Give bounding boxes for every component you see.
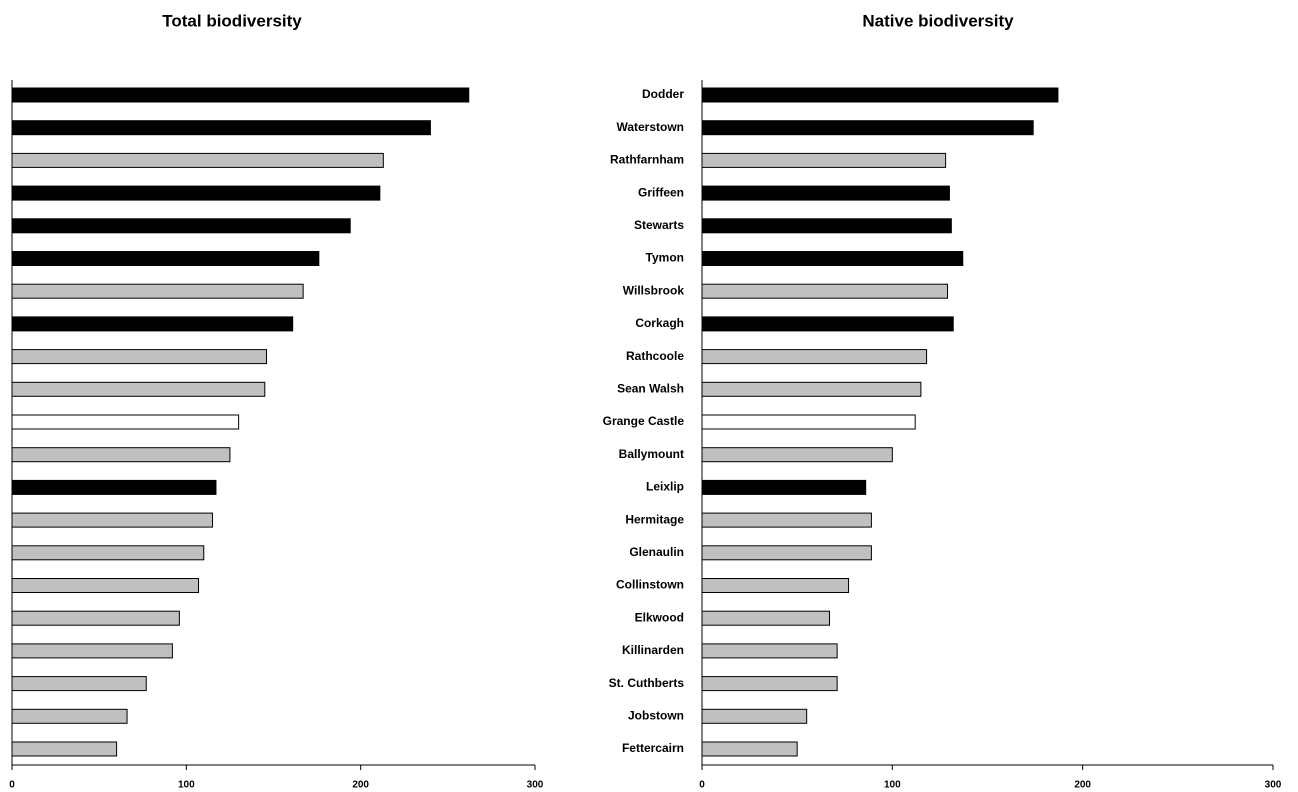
bar xyxy=(701,545,872,561)
bar xyxy=(701,120,1034,136)
y-tick-label: Fettercairn xyxy=(622,741,684,755)
bar xyxy=(701,152,947,168)
bar xyxy=(11,578,200,593)
y-tick-label: Ballymount xyxy=(619,447,684,461)
bar xyxy=(701,283,949,299)
bar xyxy=(11,251,320,266)
bar xyxy=(11,349,268,365)
y-tick-label: Rathfarnham xyxy=(610,153,684,167)
bar xyxy=(701,185,950,201)
x-tick-label: 300 xyxy=(1265,780,1282,791)
bar xyxy=(701,479,867,495)
x-tick-label: 0 xyxy=(699,780,705,791)
x-tick-label: 200 xyxy=(352,780,369,791)
bar xyxy=(701,316,954,332)
chart-title: Total biodiversity xyxy=(162,11,302,30)
bar xyxy=(11,185,381,201)
chart-title: Native biodiversity xyxy=(862,11,1014,30)
bar xyxy=(11,708,128,724)
bar xyxy=(701,447,893,463)
bar xyxy=(701,87,1059,103)
bar xyxy=(11,545,205,561)
y-tick-label: Collinstown xyxy=(616,578,684,592)
x-tick-label: 200 xyxy=(1074,780,1091,791)
y-tick-label: Jobstown xyxy=(628,708,684,722)
y-tick-label: Killinarden xyxy=(622,643,684,657)
y-tick-label: Stewarts xyxy=(634,218,684,232)
y-tick-label: Waterstown xyxy=(616,120,684,134)
bar xyxy=(11,414,240,430)
y-tick-label: Corkagh xyxy=(635,316,684,330)
bar xyxy=(701,578,850,593)
x-tick-label: 0 xyxy=(9,780,15,791)
bar xyxy=(11,152,384,168)
bar xyxy=(11,381,266,397)
y-tick-label: St. Cuthberts xyxy=(609,676,685,690)
bar xyxy=(11,741,118,757)
bar xyxy=(11,676,147,692)
bar xyxy=(701,251,964,266)
y-tick-label: Willsbrook xyxy=(623,283,685,297)
bar xyxy=(701,218,952,234)
bar xyxy=(11,447,231,463)
bar xyxy=(11,643,173,659)
x-tick-label: 100 xyxy=(178,780,195,791)
bar xyxy=(11,610,180,626)
y-tick-label: Glenaulin xyxy=(629,545,684,559)
y-tick-label: Sean Walsh xyxy=(617,381,684,395)
bar xyxy=(11,87,470,103)
bar xyxy=(11,120,431,136)
bar xyxy=(701,349,928,365)
bar xyxy=(11,316,294,332)
bar xyxy=(11,479,217,495)
bar xyxy=(701,610,831,626)
bar xyxy=(701,643,838,659)
y-tick-label: Griffeen xyxy=(638,185,684,199)
bar xyxy=(701,708,808,724)
y-tick-label: Hermitage xyxy=(625,512,684,526)
bar xyxy=(701,414,916,430)
bar xyxy=(701,512,872,528)
y-tick-label: Grange Castle xyxy=(603,414,685,428)
bar xyxy=(701,741,798,757)
y-tick-label: Rathcoole xyxy=(626,349,684,363)
bar xyxy=(11,218,351,234)
bar xyxy=(11,512,213,528)
bar xyxy=(701,381,922,397)
x-tick-label: 100 xyxy=(884,780,901,791)
bar xyxy=(11,283,304,299)
y-tick-label: Dodder xyxy=(642,87,684,101)
y-tick-label: Leixlip xyxy=(646,480,684,494)
bar xyxy=(701,676,838,692)
x-tick-label: 300 xyxy=(527,780,544,791)
y-tick-label: Elkwood xyxy=(635,610,684,624)
y-tick-label: Tymon xyxy=(646,251,684,265)
